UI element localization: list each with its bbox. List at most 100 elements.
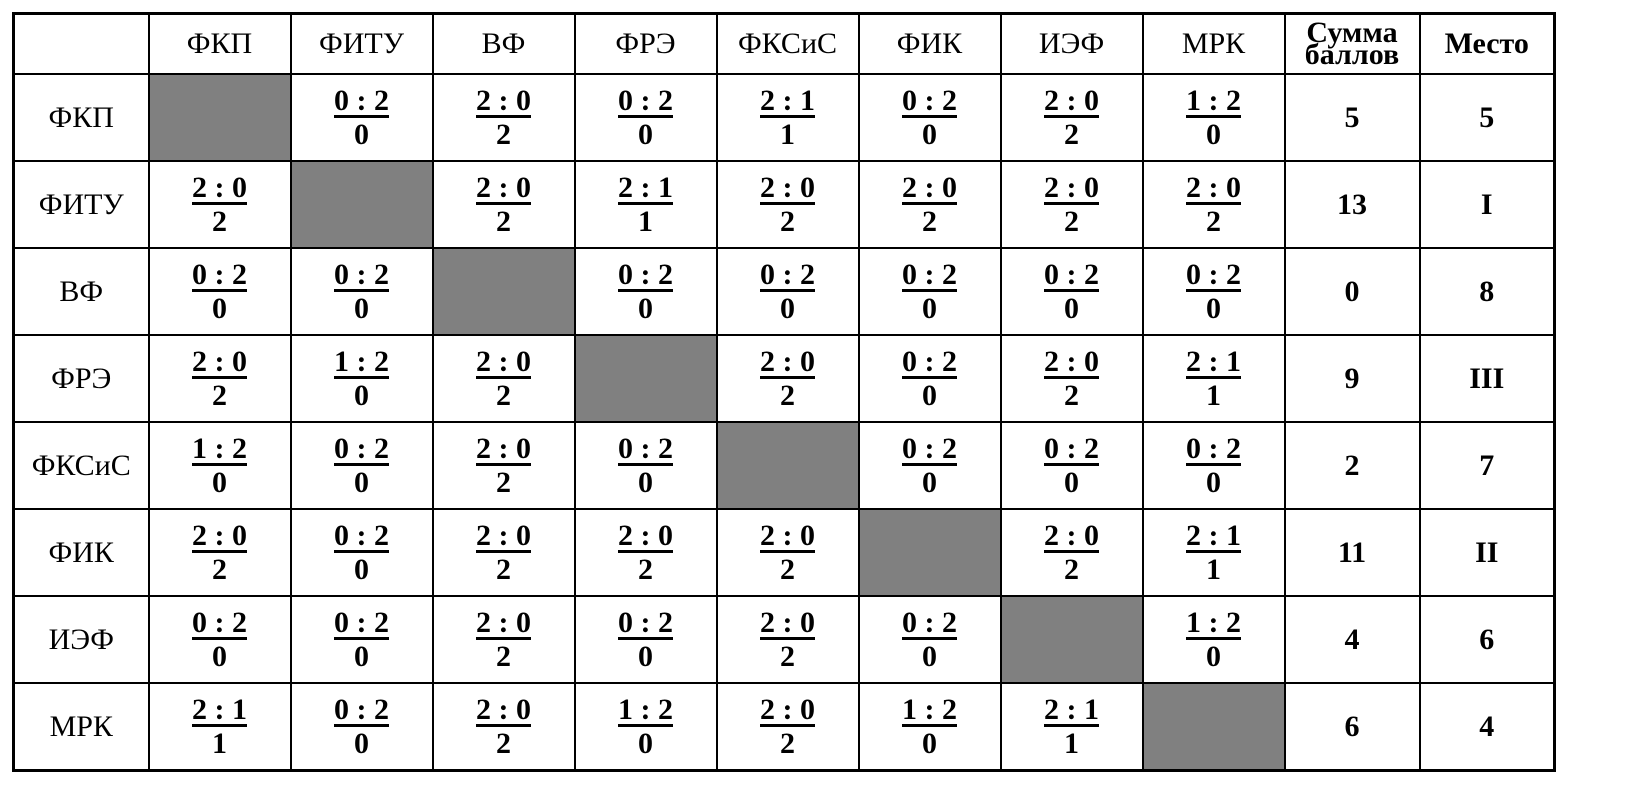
match-score: 2 : 0 [760,344,815,378]
match-score: 0 : 2 [618,83,673,117]
row-header: ФКСиС [12,421,150,510]
place: I [1418,160,1556,249]
match-points: 0 [354,291,369,325]
match-points: 1 [1206,378,1221,412]
match-score: 0 : 2 [334,431,389,465]
match-points: 0 [638,291,653,325]
column-header: ИЭФ [999,12,1144,75]
match-points: 2 [1064,552,1079,586]
match-score: 1 : 2 [1186,605,1241,639]
match-points: 0 [212,291,227,325]
match-score: 2 : 1 [1186,344,1241,378]
row-header: ИЭФ [12,595,150,684]
match-score: 2 : 0 [476,605,531,639]
diagonal-cell [715,421,860,510]
match-score: 0 : 2 [192,605,247,639]
match-score: 0 : 2 [1186,431,1241,465]
match-points: 2 [212,204,227,238]
match-points: 0 [922,291,937,325]
match-score: 0 : 2 [1186,257,1241,291]
column-header: ВФ [431,12,576,75]
row-header: ФРЭ [12,334,150,423]
row-header: ФИК [12,508,150,597]
match-points: 2 [922,204,937,238]
column-header: ФКСиС [715,12,860,75]
match-points: 0 [922,117,937,151]
match-points: 0 [1206,291,1221,325]
column-header: ФКП [147,12,292,75]
match-points: 1 [1206,552,1221,586]
match-score: 2 : 0 [618,518,673,552]
total-points: 11 [1283,508,1421,597]
total-points: 4 [1283,595,1421,684]
total-points: 2 [1283,421,1421,510]
match-score: 0 : 2 [334,692,389,726]
match-score: 0 : 2 [334,257,389,291]
diagonal-cell [857,508,1002,597]
match-score: 2 : 0 [760,518,815,552]
row-header: МРК [12,682,150,772]
match-points: 2 [496,726,511,760]
match-score: 2 : 0 [760,170,815,204]
match-points: 0 [638,465,653,499]
match-points: 2 [780,204,795,238]
match-points: 2 [212,378,227,412]
corner-cell [12,12,150,75]
match-score: 2 : 0 [192,344,247,378]
match-score: 0 : 2 [902,431,957,465]
match-score: 0 : 2 [902,83,957,117]
column-header: МРК [1141,12,1286,75]
match-score: 2 : 0 [1044,344,1099,378]
match-score: 0 : 2 [760,257,815,291]
match-score: 1 : 2 [334,344,389,378]
match-score: 2 : 1 [192,692,247,726]
place: II [1418,508,1556,597]
match-points: 1 [638,204,653,238]
match-score: 0 : 2 [618,431,673,465]
match-points: 2 [1064,204,1079,238]
match-score: 0 : 2 [902,257,957,291]
total-points: 6 [1283,682,1421,772]
match-points: 2 [496,465,511,499]
match-points: 0 [922,465,937,499]
match-score: 0 : 2 [334,605,389,639]
match-points: 2 [780,726,795,760]
match-points: 0 [354,552,369,586]
match-points: 1 [212,726,227,760]
column-header: Сумма баллов [1283,12,1421,75]
place: 4 [1418,682,1556,772]
row-header: ФКП [12,73,150,162]
match-points: 0 [1206,465,1221,499]
match-points: 2 [496,117,511,151]
match-score: 2 : 0 [476,344,531,378]
match-score: 0 : 2 [192,257,247,291]
match-points: 0 [354,465,369,499]
